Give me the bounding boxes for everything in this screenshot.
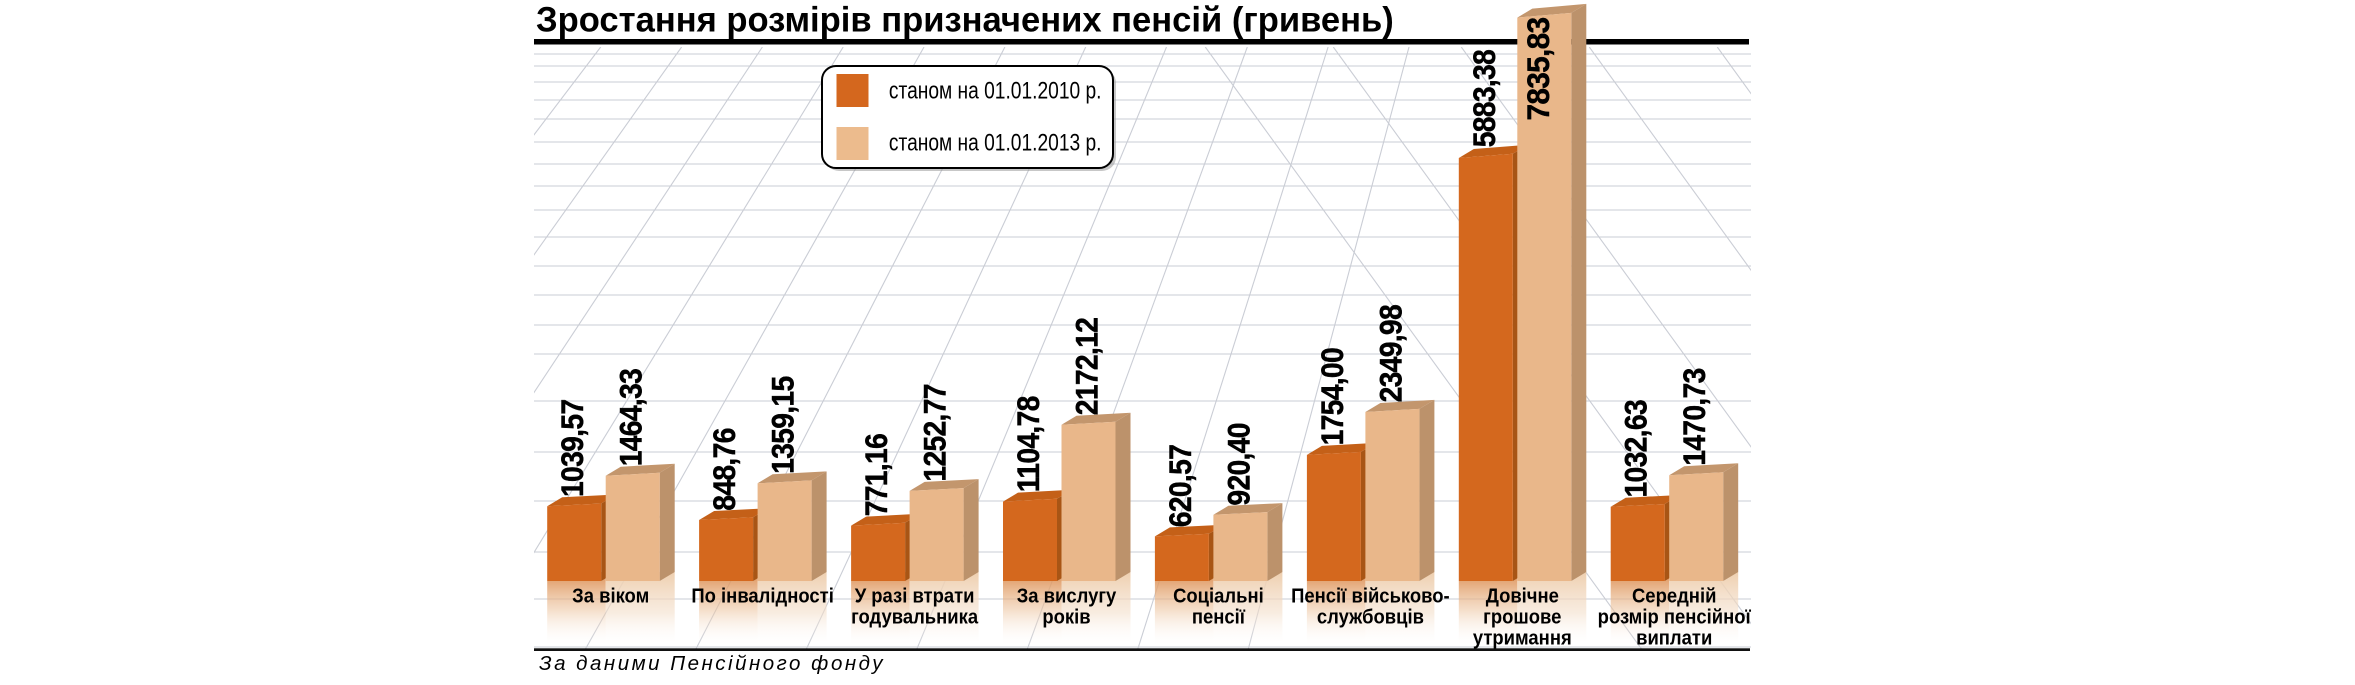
svg-text:За даними Пенсійного фонду: За даними Пенсійного фонду [539,652,885,675]
svg-text:920,40: 920,40 [1222,423,1257,505]
svg-text:2349,98: 2349,98 [1374,305,1409,402]
svg-text:1470,73: 1470,73 [1678,368,1713,465]
svg-text:Зростання розмірів призначених: Зростання розмірів призначених пенсій (г… [536,1,1394,39]
svg-text:1104,78: 1104,78 [1012,396,1047,492]
svg-text:Соціальні: Соціальні [1173,585,1264,608]
svg-text:771,16: 771,16 [860,434,895,516]
svg-text:пенсії: пенсії [1192,606,1246,629]
svg-text:виплати: виплати [1636,627,1712,650]
svg-text:1032,63: 1032,63 [1619,400,1654,497]
svg-text:5883,38: 5883,38 [1467,50,1502,147]
svg-text:станом на 01.01.2013 р.: станом на 01.01.2013 р. [889,128,1102,156]
svg-text:7835,83: 7835,83 [1520,18,1556,121]
svg-text:Довічне: Довічне [1486,585,1559,608]
svg-text:У разі втрати: У разі втрати [855,585,975,608]
svg-text:По інвалідності: По інвалідності [691,585,833,608]
svg-text:848,76: 848,76 [708,428,743,510]
svg-text:1039,57: 1039,57 [556,400,591,497]
svg-text:1252,77: 1252,77 [918,384,953,481]
svg-text:За вислугу: За вислугу [1017,585,1117,608]
svg-text:1464,33: 1464,33 [614,369,649,466]
svg-text:620,57: 620,57 [1164,445,1199,527]
svg-text:1359,15: 1359,15 [766,376,801,473]
svg-text:годувальника: годувальника [851,606,978,629]
svg-text:станом на 01.01.2010 р.: станом на 01.01.2010 р. [889,76,1102,104]
svg-text:років: років [1042,606,1090,629]
svg-text:2172,12: 2172,12 [1070,318,1105,415]
svg-text:Пенсії військово-: Пенсії військово- [1291,585,1450,608]
svg-text:службовців: службовців [1317,606,1424,629]
svg-text:розмір пенсійної: розмір пенсійної [1598,606,1752,629]
svg-text:За віком: За віком [572,585,649,608]
svg-text:утримання: утримання [1473,627,1572,650]
svg-text:Середній: Середній [1632,585,1716,608]
svg-text:грошове: грошове [1483,606,1561,629]
svg-text:1754,00: 1754,00 [1316,348,1351,445]
